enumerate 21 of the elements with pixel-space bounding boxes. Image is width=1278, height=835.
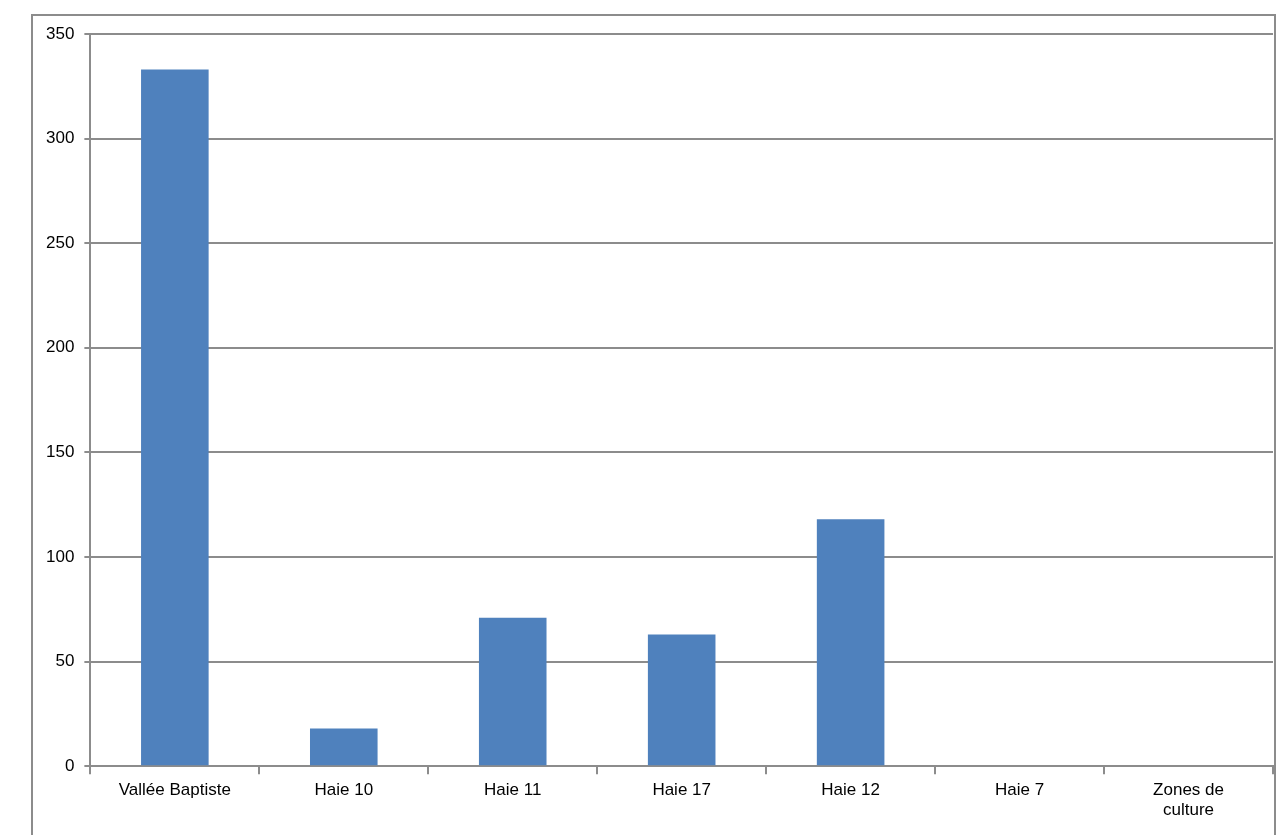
x-tick-label: Haie 12	[821, 780, 880, 800]
x-tick-label: Haie 7	[995, 780, 1045, 800]
x-tick-label: Haie 11	[484, 780, 542, 800]
y-tick-label: 0	[64, 755, 75, 775]
y-tick-label: 150	[45, 442, 75, 462]
y-tick-label: 50	[55, 651, 75, 671]
y-tick-label: 100	[45, 546, 75, 566]
bar	[816, 519, 885, 766]
y-tick-label: 350	[45, 23, 75, 43]
category-label: culture	[1163, 800, 1215, 820]
x-tick-label: Haie 17	[652, 780, 711, 800]
bar	[647, 634, 716, 766]
y-tick-label: 300	[45, 128, 75, 148]
bar	[310, 728, 378, 766]
x-tick-label: Haie 10	[314, 780, 374, 800]
y-tick-label: 200	[45, 337, 75, 357]
bar	[141, 69, 209, 766]
category-label: Zones de	[1153, 780, 1224, 800]
x-tick-label: Vallée Baptiste	[118, 780, 231, 800]
y-tick-label: 250	[45, 232, 75, 252]
bar	[478, 617, 547, 766]
